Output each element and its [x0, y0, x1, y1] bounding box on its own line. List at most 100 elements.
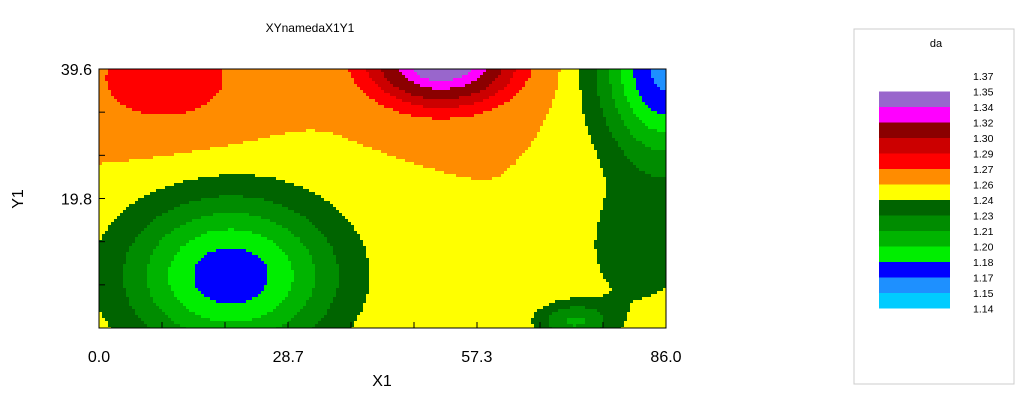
contour-cell — [558, 78, 562, 82]
contour-cell — [243, 102, 247, 106]
contour-cell — [654, 90, 658, 94]
contour-cell — [612, 111, 616, 115]
contour-cell — [378, 102, 382, 106]
contour-cell — [306, 117, 310, 121]
contour-cell — [192, 84, 196, 88]
contour-cell — [627, 90, 631, 94]
contour-cell — [489, 102, 493, 106]
contour-cell — [264, 81, 268, 85]
contour-cell — [489, 93, 493, 97]
contour-cell — [492, 102, 496, 106]
contour-cell — [144, 90, 148, 94]
contour-cell — [123, 114, 127, 118]
contour-cell — [408, 81, 412, 85]
contour-cell — [396, 78, 400, 82]
contour-cell — [483, 93, 487, 97]
contour-cell — [159, 114, 163, 118]
contour-cell — [477, 93, 481, 97]
contour-cell — [366, 99, 370, 103]
contour-cell — [447, 84, 451, 88]
contour-cell — [525, 87, 529, 91]
contour-cell — [204, 78, 208, 82]
contour-cell — [408, 102, 412, 106]
contour-cell — [492, 75, 496, 79]
contour-cell — [204, 93, 208, 97]
contour-cell — [453, 87, 457, 91]
contour-cell — [180, 75, 184, 79]
contour-cell — [315, 69, 319, 73]
contour-cell — [411, 99, 415, 103]
contour-cell — [471, 84, 475, 88]
contour-cell — [606, 102, 610, 106]
contour-cell — [384, 111, 388, 115]
contour-cell — [573, 114, 577, 118]
contour-cell — [651, 108, 655, 112]
contour-cell — [348, 75, 352, 79]
contour-cell — [459, 114, 463, 118]
contour-cell — [474, 108, 478, 112]
contour-cell — [291, 93, 295, 97]
contour-cell — [540, 72, 544, 76]
contour-cell — [573, 78, 577, 82]
contour-cell — [627, 108, 631, 112]
contour-cell — [591, 105, 595, 109]
contour-cell — [645, 75, 649, 79]
contour-cell — [111, 111, 115, 115]
contour-cell — [192, 108, 196, 112]
contour-cell — [573, 90, 577, 94]
contour-cell — [537, 72, 541, 76]
contour-cell — [258, 72, 262, 76]
contour-cell — [432, 111, 436, 115]
contour-cell — [267, 87, 271, 91]
contour-cell — [120, 87, 124, 91]
contour-cell — [399, 72, 403, 76]
contour-cell — [336, 114, 340, 118]
contour-cell — [303, 99, 307, 103]
contour-cell — [135, 108, 139, 112]
contour-cell — [177, 117, 181, 121]
contour-cell — [363, 75, 367, 79]
contour-cell — [429, 105, 433, 109]
contour-cell — [393, 108, 397, 112]
contour-cell — [201, 108, 205, 112]
contour-cell — [636, 75, 640, 79]
contour-cell — [273, 117, 277, 121]
contour-cell — [135, 114, 139, 118]
contour-cell — [147, 108, 151, 112]
contour-cell — [570, 78, 574, 82]
contour-cell — [432, 117, 436, 121]
contour-cell — [657, 108, 661, 112]
contour-cell — [366, 117, 370, 121]
contour-cell — [300, 75, 304, 79]
contour-cell — [252, 117, 256, 121]
contour-cell — [453, 114, 457, 118]
contour-cell — [252, 93, 256, 97]
contour-cell — [525, 105, 529, 109]
contour-cell — [378, 90, 382, 94]
contour-cell — [633, 93, 637, 97]
contour-cell — [114, 87, 118, 91]
contour-cell — [453, 96, 457, 100]
contour-cell — [633, 111, 637, 115]
contour-cell — [522, 93, 526, 97]
contour-cell — [597, 84, 601, 88]
contour-cell — [504, 111, 508, 115]
contour-cell — [471, 96, 475, 100]
contour-cell — [495, 105, 499, 109]
contour-cell — [507, 99, 511, 103]
contour-cell — [546, 93, 550, 97]
contour-cell — [441, 96, 445, 100]
contour-cell — [300, 72, 304, 76]
contour-cell — [261, 102, 265, 106]
contour-cell — [582, 75, 586, 79]
contour-cell — [555, 78, 559, 82]
contour-cell — [117, 105, 121, 109]
contour-cell — [465, 90, 469, 94]
contour-cell — [378, 108, 382, 112]
contour-cell — [399, 99, 403, 103]
contour-cell — [552, 96, 556, 100]
contour-cell — [408, 117, 412, 121]
contour-cell — [165, 114, 169, 118]
contour-cell — [366, 111, 370, 115]
contour-cell — [513, 90, 517, 94]
